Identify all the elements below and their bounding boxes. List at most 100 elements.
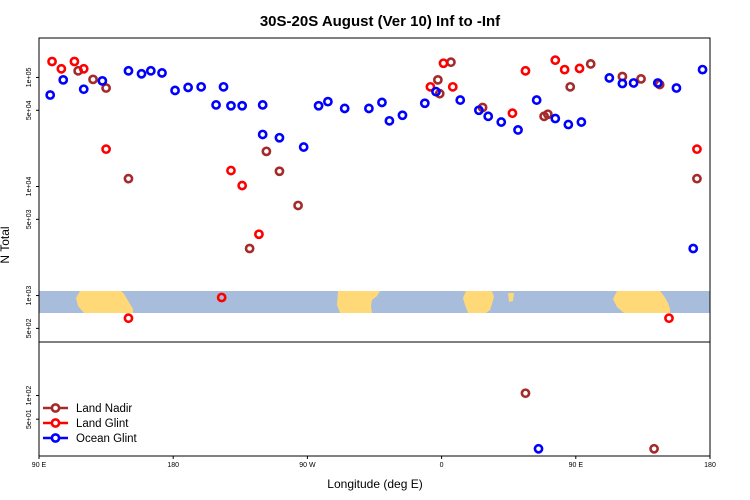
land-glint-point [237, 180, 248, 191]
land-nadir-point [293, 200, 303, 211]
land-nadir-point [123, 173, 134, 184]
land-glint-point [226, 165, 236, 176]
ocean-glint-point [652, 78, 663, 88]
land-nadir-point [636, 73, 646, 84]
y-axis-top: 5e+02 1e+03 5e+03 1e+04 5e+04 1e+05 [26, 68, 39, 338]
ocean-glint-point [313, 100, 324, 111]
ocean-glint-point [473, 105, 484, 116]
land-madagascar [508, 293, 514, 302]
ocean-glint-point [123, 65, 134, 76]
land-glint-point [123, 313, 134, 324]
legend-marker-ocean-glint [50, 433, 61, 443]
x-tick-label: 90 E [569, 462, 584, 469]
ocean-band [39, 291, 710, 313]
x-tick-label: 180 [167, 462, 179, 469]
land-nadir-point [565, 81, 576, 92]
y-tick-label: 1e+03 [26, 286, 33, 306]
land-nadir-point [520, 388, 531, 399]
x-tick-label: 90 W [299, 462, 316, 469]
land-glint-point [692, 144, 702, 155]
y-tick-label: 5e+04 [26, 100, 33, 120]
land-nadir-point [542, 109, 553, 120]
ocean-glint-point [550, 113, 561, 124]
land-nadir-point [446, 57, 456, 68]
legend-marker-land-glint [50, 418, 61, 428]
land-glint-point [101, 144, 111, 155]
land-nadir-point [649, 443, 659, 454]
ocean-glint-point [671, 83, 682, 93]
legend-label-land-nadir: Land Nadir [76, 403, 132, 415]
ocean-glint-point [531, 95, 542, 105]
ocean-glint-point [617, 78, 628, 89]
ocean-glint-point [431, 86, 441, 97]
points-bottom [520, 388, 659, 454]
bottom-panel-frame [38, 341, 711, 457]
ocean-glint-point [688, 243, 699, 254]
ocean-glint-point [97, 75, 108, 86]
ocean-glint-point [384, 115, 395, 126]
x-tick-label: 90 E [32, 462, 47, 469]
land-nadir-point [101, 83, 111, 93]
ocean-glint-point [58, 74, 69, 85]
ocean-glint-point [211, 100, 221, 110]
land-glint-point [438, 58, 449, 69]
land-glint-point [47, 56, 57, 67]
ocean-glint-point [323, 96, 333, 107]
land-glint-point [254, 229, 264, 240]
land-glint-point [550, 55, 561, 66]
x-axis: 90 E 180 90 W 0 90 E 180 [32, 456, 716, 469]
y-tick-label: 1e+04 [26, 177, 33, 197]
ocean-glint-point [274, 132, 285, 143]
points-top [45, 55, 708, 324]
land-glint-point [56, 63, 67, 74]
ocean-glint-point [145, 65, 156, 76]
ocean-glint-point [136, 68, 147, 79]
land-glint-point [447, 81, 458, 92]
land-glint-point [78, 63, 89, 74]
ocean-glint-point [455, 95, 466, 105]
y-tick-label: 5e+02 [26, 318, 33, 338]
ocean-glint-point [218, 81, 229, 92]
land-glint-point [664, 313, 674, 324]
land-africa [76, 291, 133, 313]
land-glint-point [216, 292, 227, 303]
legend-marker-land-nadir [50, 403, 61, 413]
ocean-glint-point [419, 98, 430, 109]
land-nadir-point [88, 74, 98, 85]
x-tick-label: 0 [440, 462, 444, 469]
ocean-glint-point [496, 117, 507, 127]
land-glint-point [520, 65, 531, 76]
ocean-glint-point [170, 85, 180, 96]
land-nadir-point [244, 243, 255, 254]
ocean-glint-point [563, 119, 574, 130]
y-axis-title: N Total [0, 226, 12, 263]
y-tick-label: 1e+05 [26, 68, 33, 88]
ocean-glint-point [78, 84, 89, 95]
chart-title: 30S-20S August (Ver 10) Inf to -Inf [260, 13, 501, 30]
ocean-glint-point [628, 78, 639, 88]
ocean-glint-point [604, 73, 615, 83]
y-tick-label: 5e+03 [26, 209, 33, 229]
x-tick-label: 180 [704, 462, 716, 469]
ocean-glint-point [226, 100, 236, 111]
land-africa-repeat [613, 291, 670, 313]
land-nadir-point [692, 173, 702, 184]
ocean-glint-point [257, 100, 268, 110]
map-strip [39, 291, 710, 313]
ocean-glint-point [339, 103, 350, 114]
land-glint-point [425, 81, 436, 92]
ocean-glint-point [298, 142, 309, 152]
ocean-glint-point [533, 443, 544, 454]
ocean-glint-point [483, 111, 494, 122]
ocean-glint-point [697, 64, 708, 75]
land-nadir-point [432, 74, 443, 85]
land-nadir-point [585, 59, 596, 69]
ocean-glint-point [237, 100, 248, 111]
ocean-glint-point [576, 117, 587, 127]
land-nadir-point [274, 166, 285, 177]
legend-label-ocean-glint: Ocean Glint [76, 433, 138, 445]
land-glint-point [507, 108, 518, 119]
ocean-glint-point [257, 129, 268, 140]
y-tick-label: 5e+01 [26, 409, 33, 429]
